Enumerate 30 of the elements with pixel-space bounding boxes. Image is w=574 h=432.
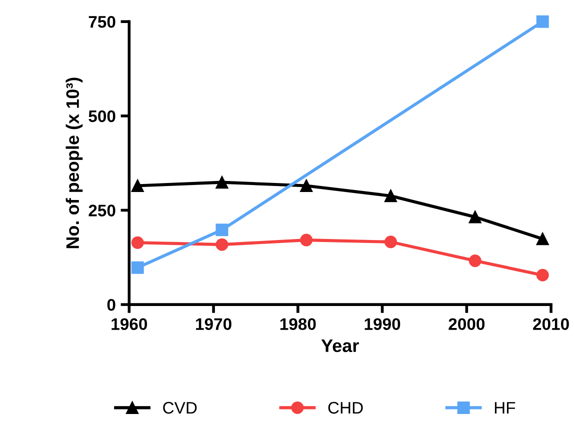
- point: [216, 238, 228, 251]
- x-tick-label: 1970: [196, 318, 232, 330]
- point: [536, 268, 549, 282]
- x-tick-label: 1960: [112, 318, 148, 330]
- point: [300, 234, 313, 246]
- point: [468, 210, 482, 224]
- point: [216, 224, 228, 236]
- point: [536, 15, 549, 28]
- point: [536, 232, 549, 246]
- legend-label: CHD: [328, 402, 363, 414]
- y-tick-label: 750: [88, 16, 116, 28]
- point: [384, 236, 397, 248]
- legend-label: CVD: [163, 402, 197, 414]
- point: [131, 236, 144, 249]
- x-tick-label: 1980: [280, 318, 316, 330]
- point: [131, 261, 144, 274]
- x-tick-label: 2010: [533, 318, 569, 330]
- x-tick-label: 1990: [364, 318, 400, 330]
- y-tick-label: 500: [88, 110, 116, 122]
- point: [384, 190, 397, 202]
- y-tick-label: 0: [107, 298, 116, 311]
- x-tick-label: 2000: [448, 318, 485, 330]
- y-tick-label: 250: [88, 204, 116, 216]
- point: [300, 179, 313, 192]
- point: [131, 179, 144, 192]
- y-axis-title: No. of people (x 10³): [66, 78, 83, 248]
- point: [468, 254, 482, 268]
- x-axis-title: Year: [321, 340, 359, 352]
- point: [216, 176, 228, 189]
- legend-label: HF: [494, 402, 516, 414]
